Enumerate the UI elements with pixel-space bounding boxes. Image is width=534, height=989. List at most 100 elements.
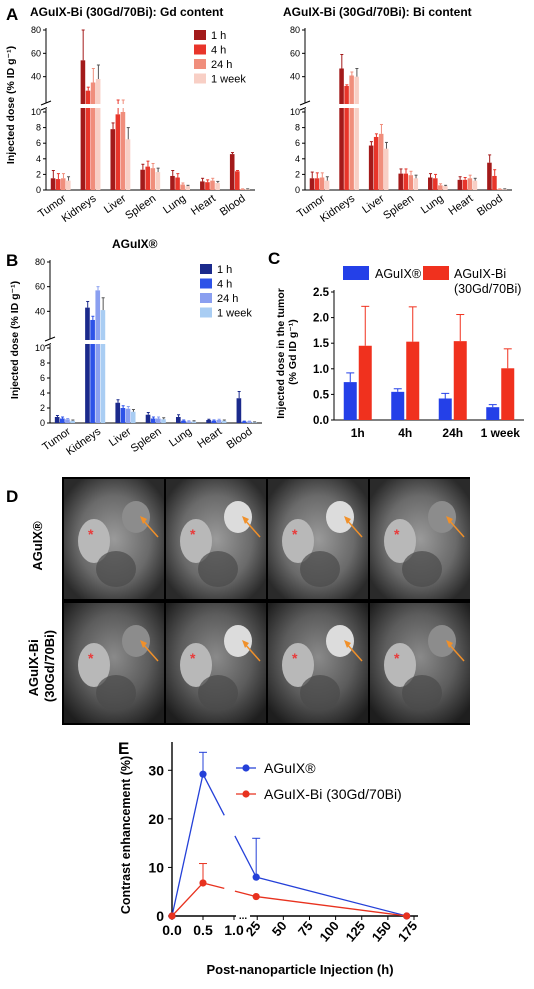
chart-a1-bar [229,154,235,190]
mri-kidney-arrow [447,642,465,662]
mri-abdomen-region [402,675,442,711]
chart-a1-category-label: Heart [189,193,218,218]
mri-tumor-region [384,519,416,563]
chart-c-legend-label: AGuIX® [375,267,422,281]
chart-c-legend-swatch [343,266,369,280]
chart-b-category-label: Blood [225,426,255,452]
chart-c-bar [501,368,515,420]
chart-c-legend-swatch [423,266,449,280]
chart-e-ytick-label: 20 [148,811,164,827]
chart-a2-bar [433,178,438,190]
chart-c-ytick-label: 0.5 [313,389,330,401]
chart-a2-bar [413,178,419,190]
mri-tumor-marker: * [394,650,400,666]
chart-b-bar [65,419,70,423]
chart-c-ytick-label: 2.5 [313,287,330,299]
chart-b-bar [191,421,197,423]
chart-e-series-line [202,773,225,816]
mri-kidney-arrow [345,642,363,662]
chart-a1-legend-label: 1 week [211,74,246,86]
chart-a2-category-label: Kidneys [318,192,357,225]
mri-tumor-region [78,643,110,687]
chart-e-xtick-label: 100 [316,918,341,944]
chart-e-ytick-label: 0 [156,908,164,924]
chart-b-bar [100,310,106,423]
chart-e-contrast: Contrast enhancement (%) Post-nanopartic… [119,742,420,977]
chart-b-ytick-label: 0 [40,418,45,428]
chart-a2-bar [443,186,448,190]
chart-a1-bar [150,168,156,190]
chart-c-bar [438,398,452,420]
chart-a1-category-label: Kidneys [60,192,99,225]
chart-b-legend-label: 1 h [217,264,232,276]
chart-b-legend-label: 4 h [217,279,232,291]
chart-c-bar [391,391,405,420]
mri-kidney-arrow [243,642,261,662]
chart-a1-ytick-label: 4 [36,154,41,164]
chart-b-bar [90,319,95,423]
chart-b-bar [70,420,75,423]
chart-a2-bar [378,133,384,190]
chart-a1-bar [60,178,66,190]
mri-kidney-arrow [345,518,363,538]
chart-a1-ytick-label: 10 [31,107,41,117]
chart-a2-bar [398,173,403,190]
mri-kidney-arrowhead [446,640,453,648]
mri-kidney-region [122,501,150,533]
chart-e-xtick-label: 75 [295,918,316,939]
chart-b-bar [246,421,252,423]
chart-a1-bar [245,189,250,190]
chart-b-bar [59,418,65,423]
chart-c-bar [486,407,500,420]
mri-tumor-region [384,643,416,687]
mri-tumor-marker: * [190,526,196,542]
chart-a2-bar [438,185,443,190]
chart-c-ytick-label: 1.0 [313,364,329,376]
chart-e-point [252,873,260,881]
chart-b-bar [221,420,227,423]
chart-a1-bar [110,129,116,190]
chart-a1-legend-swatch [194,30,206,40]
chart-a1-ytick-label: 80 [31,25,41,35]
chart-a1-ytick-label: 40 [31,72,41,82]
chart-e-point [168,912,176,920]
chart-a1-bar [210,180,215,190]
chart-b-legend-swatch [200,293,212,303]
chart-a2-ytick-label: 8 [295,123,300,133]
chart-b-bar [161,419,166,423]
chart-a2-bar [383,148,389,190]
mri-kidney-arrow [141,518,159,538]
chart-a2-bar [497,189,502,190]
chart-e-xtick-label: 175 [395,918,420,944]
chart-b-ytick-label: 6 [40,373,45,383]
mri-kidney-arrowhead [140,516,147,524]
chart-a2-bar [472,180,478,190]
chart-c-ytick-label: 0.0 [313,415,329,427]
chart-b-bar [145,414,151,423]
chart-a1-bar [95,79,101,190]
chart-a2-bar [457,179,463,190]
mri-abdomen-region [96,675,136,711]
chart-a1-bar [215,182,220,190]
panel-label-c: C [268,249,280,268]
chart-c-bar [406,341,420,420]
chart-a1-category-label: Lung [161,193,188,217]
chart-c-legend-label: AGuIX-Bi (30Gd/70Bi) [454,267,521,296]
chart-a2-bar [502,189,507,190]
chart-a2-bar [314,178,320,190]
panel-label-a: A [6,5,18,24]
chart-e-ytick-label: 30 [148,762,164,778]
chart-e-point [403,912,411,920]
chart-a1-bar [66,180,71,190]
mri-abdomen-region [402,551,442,587]
chart-a1-legend-swatch [194,44,206,55]
chart-e-series-line [234,835,257,878]
chart-e-series-line [171,774,204,917]
chart-c-bar [358,345,372,420]
chart-b-ytick-label: 2 [40,403,45,413]
chart-e-ylabel: Contrast enhancement (%) [119,756,133,914]
chart-b-bar [186,421,191,423]
chart-e-series-line [171,882,204,917]
chart-a2-bar [349,75,354,190]
chart-b-ytick-label: 60 [35,282,45,292]
